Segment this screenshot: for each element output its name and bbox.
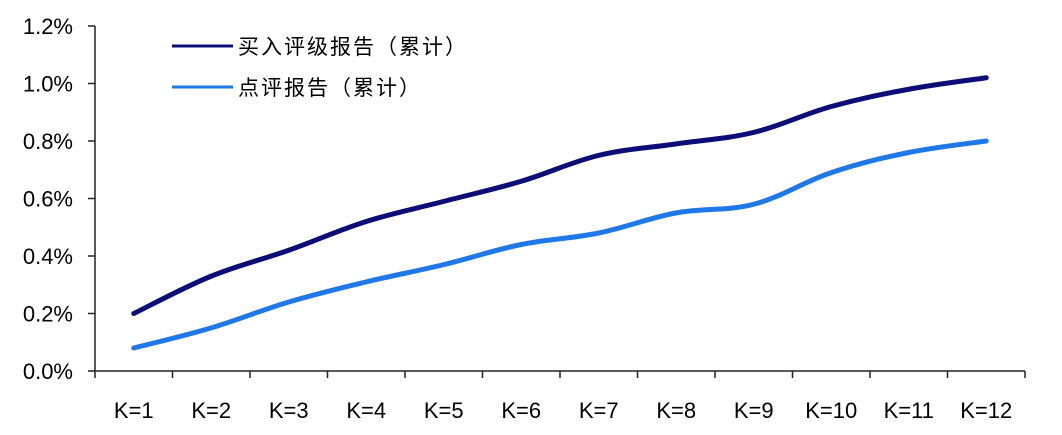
- x-tick-label: K=2: [191, 398, 231, 423]
- legend: 买入评级报告（累计） 点评报告（累计）: [172, 35, 468, 100]
- x-axis: K=1 K=2 K=3 K=4 K=5 K=6 K=7 K=8 K=9 K=10 K=11 K=12: [94, 370, 1026, 423]
- y-tick-label: 1.2%: [23, 14, 73, 39]
- x-tick-label: K=3: [269, 398, 309, 423]
- y-axis: 0.0% 0.2% 0.4% 0.6% 0.8% 1.0% 1.2%: [23, 14, 96, 384]
- legend-label-1: 买入评级报告（累计）: [238, 35, 468, 59]
- y-tick-label: 0.0%: [23, 359, 73, 384]
- series-line-1: [131, 75, 989, 316]
- series-layer: [131, 75, 989, 351]
- y-tick-label: 0.6%: [23, 187, 73, 212]
- x-tick-label: K=11: [884, 398, 934, 423]
- x-tick-label: K=7: [579, 398, 619, 423]
- y-tick-label: 0.8%: [23, 129, 73, 154]
- y-tick-label: 1.0%: [23, 72, 73, 97]
- y-tick-label: 0.4%: [23, 244, 73, 269]
- x-tick-label: K=6: [501, 398, 541, 423]
- x-tick-label: K=5: [424, 398, 464, 423]
- x-tick-label: K=8: [656, 398, 696, 423]
- legend-label-2: 点评报告（累计）: [238, 76, 422, 100]
- x-tick-label: K=9: [734, 398, 774, 423]
- x-tick-label: K=4: [346, 398, 386, 423]
- x-tick-label: K=10: [805, 398, 857, 423]
- y-tick-label: 0.2%: [23, 302, 73, 327]
- series-line-2: [131, 138, 989, 351]
- x-tick-label: K=1: [114, 398, 154, 423]
- x-tick-label: K=12: [960, 398, 1012, 423]
